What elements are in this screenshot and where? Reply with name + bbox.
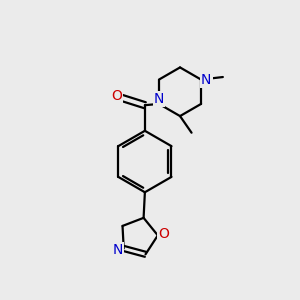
- Text: N: N: [113, 243, 123, 257]
- Text: N: N: [201, 73, 211, 87]
- Text: O: O: [111, 89, 122, 103]
- Text: N: N: [154, 92, 164, 106]
- Text: O: O: [158, 227, 169, 241]
